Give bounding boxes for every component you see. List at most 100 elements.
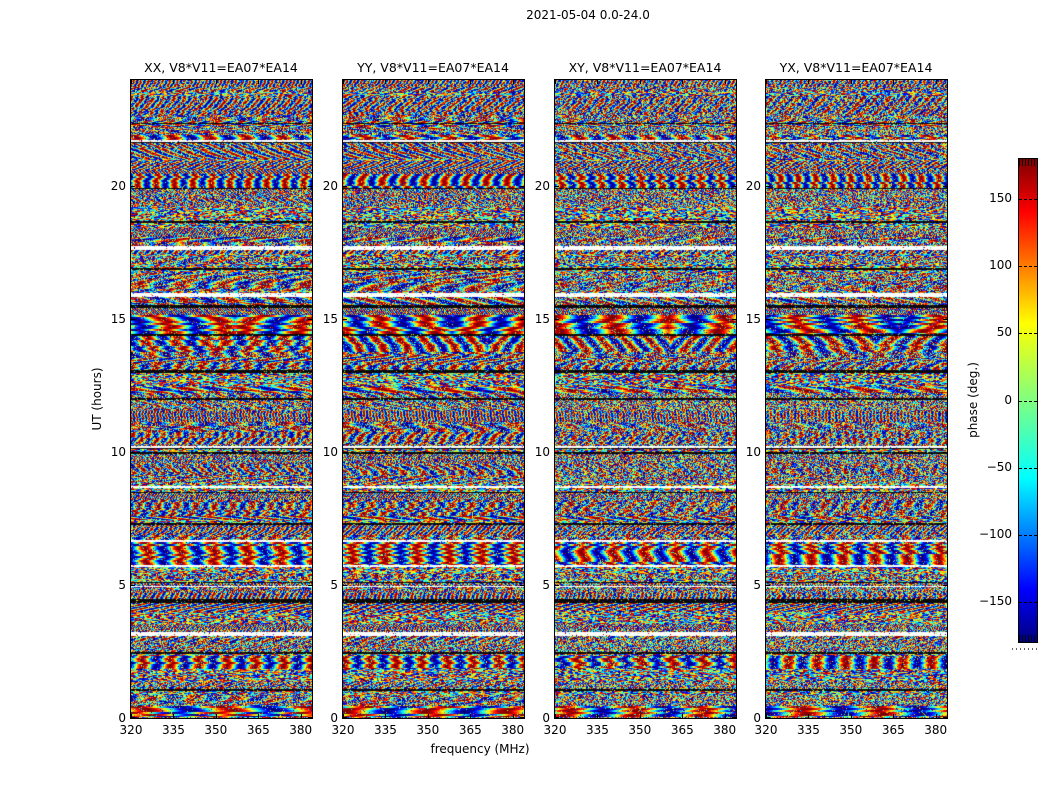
colorbar-tick-label: 0 <box>1004 392 1012 407</box>
x-axis-tick <box>851 714 852 718</box>
x-axis-tick <box>343 80 344 84</box>
y-tick-label: 5 <box>118 578 126 592</box>
x-axis-tick <box>893 714 894 718</box>
y-tick-label: 20 <box>322 179 338 193</box>
heatmap-canvas-xx <box>131 80 312 718</box>
x-tick-label: 380 <box>501 723 525 737</box>
x-axis-tick <box>725 714 726 718</box>
x-tick-label: 350 <box>204 723 228 737</box>
panel-title-xx: XX, V8*V11=EA07*EA14 <box>144 60 298 75</box>
colorbar-top-hatch <box>1019 159 1037 166</box>
colorbar-tick-label: −150 <box>979 593 1012 608</box>
x-tick-label: 380 <box>289 723 313 737</box>
x-axis-tick <box>640 80 641 84</box>
colorbar-tick <box>1019 199 1037 201</box>
x-axis-tick <box>470 714 471 718</box>
y-tick-label: 5 <box>330 578 338 592</box>
y-axis-label: UT (hours) <box>90 367 104 431</box>
y-tick-label: 20 <box>110 179 126 193</box>
y-tick-label: 10 <box>534 445 550 459</box>
panel-title-xy: XY, V8*V11=EA07*EA14 <box>568 60 722 75</box>
x-axis-tick <box>936 80 937 84</box>
x-tick-label: 365 <box>458 723 482 737</box>
y-axis-tick <box>520 585 524 586</box>
x-axis-tick <box>893 80 894 84</box>
colorbar-tick-label: 150 <box>989 191 1012 206</box>
x-axis-tick <box>428 714 429 718</box>
x-axis-tick <box>808 714 809 718</box>
x-axis-label: frequency (MHz) <box>430 742 530 756</box>
y-axis-tick <box>555 319 559 320</box>
colorbar-tick-label: −50 <box>986 459 1012 474</box>
y-axis-tick <box>343 186 347 187</box>
y-tick-label: 15 <box>745 312 761 326</box>
colorbar-tick <box>1019 400 1037 402</box>
y-axis-tick <box>343 717 347 718</box>
y-tick-label: 10 <box>322 445 338 459</box>
x-axis-tick <box>385 80 386 84</box>
x-axis-tick <box>173 80 174 84</box>
x-axis-tick <box>131 714 132 718</box>
colorbar-tick <box>1019 266 1037 268</box>
x-axis-tick <box>301 714 302 718</box>
x-tick-label: 350 <box>416 723 440 737</box>
y-axis-tick <box>732 717 736 718</box>
panel-title-yy: YY, V8*V11=EA07*EA14 <box>357 60 509 75</box>
x-axis-tick <box>851 80 852 84</box>
y-axis-tick <box>766 717 770 718</box>
y-axis-tick <box>131 452 135 453</box>
y-axis-tick <box>308 186 312 187</box>
x-axis-tick <box>216 714 217 718</box>
x-axis-tick <box>808 80 809 84</box>
x-tick-label: 320 <box>754 723 778 737</box>
x-axis-tick <box>513 80 514 84</box>
heatmap-canvas-yx <box>766 80 947 718</box>
heatmap-panel-yx <box>765 79 948 719</box>
y-axis-tick <box>131 319 135 320</box>
x-tick-label: 350 <box>628 723 652 737</box>
y-axis-tick <box>732 585 736 586</box>
y-axis-tick <box>520 452 524 453</box>
heatmap-panel-yy <box>342 79 525 719</box>
x-axis-tick <box>725 80 726 84</box>
x-axis-tick <box>173 714 174 718</box>
y-axis-tick <box>555 717 559 718</box>
y-axis-tick <box>131 186 135 187</box>
x-tick-label: 380 <box>713 723 737 737</box>
heatmap-canvas-yy <box>343 80 524 718</box>
y-axis-tick <box>343 319 347 320</box>
x-axis-tick <box>428 80 429 84</box>
y-axis-tick <box>308 319 312 320</box>
colorbar-tick-label: 50 <box>996 325 1012 340</box>
y-tick-label: 0 <box>118 711 126 725</box>
x-axis-tick <box>936 714 937 718</box>
x-tick-label: 335 <box>161 723 185 737</box>
x-tick-label: 335 <box>796 723 820 737</box>
x-tick-label: 335 <box>373 723 397 737</box>
y-tick-label: 0 <box>542 711 550 725</box>
colorbar-tick <box>1019 333 1037 335</box>
heatmap-panel-xy <box>554 79 737 719</box>
y-axis-tick <box>943 319 947 320</box>
colorbar-tick <box>1019 534 1037 536</box>
x-tick-label: 380 <box>924 723 948 737</box>
y-axis-tick <box>766 319 770 320</box>
x-axis-tick <box>258 714 259 718</box>
x-axis-tick <box>597 714 598 718</box>
x-axis-tick <box>513 714 514 718</box>
y-tick-label: 10 <box>110 445 126 459</box>
y-axis-tick <box>343 585 347 586</box>
y-axis-tick <box>943 452 947 453</box>
x-axis-tick <box>766 714 767 718</box>
heatmap-panel-xx <box>130 79 313 719</box>
y-axis-tick <box>555 186 559 187</box>
y-tick-label: 15 <box>322 312 338 326</box>
x-axis-tick <box>343 714 344 718</box>
figure-title: 2021-05-04 0.0-24.0 <box>526 8 650 22</box>
x-axis-tick <box>131 80 132 84</box>
y-axis-tick <box>343 452 347 453</box>
y-axis-tick <box>131 585 135 586</box>
y-axis-tick <box>555 452 559 453</box>
x-axis-tick <box>597 80 598 84</box>
